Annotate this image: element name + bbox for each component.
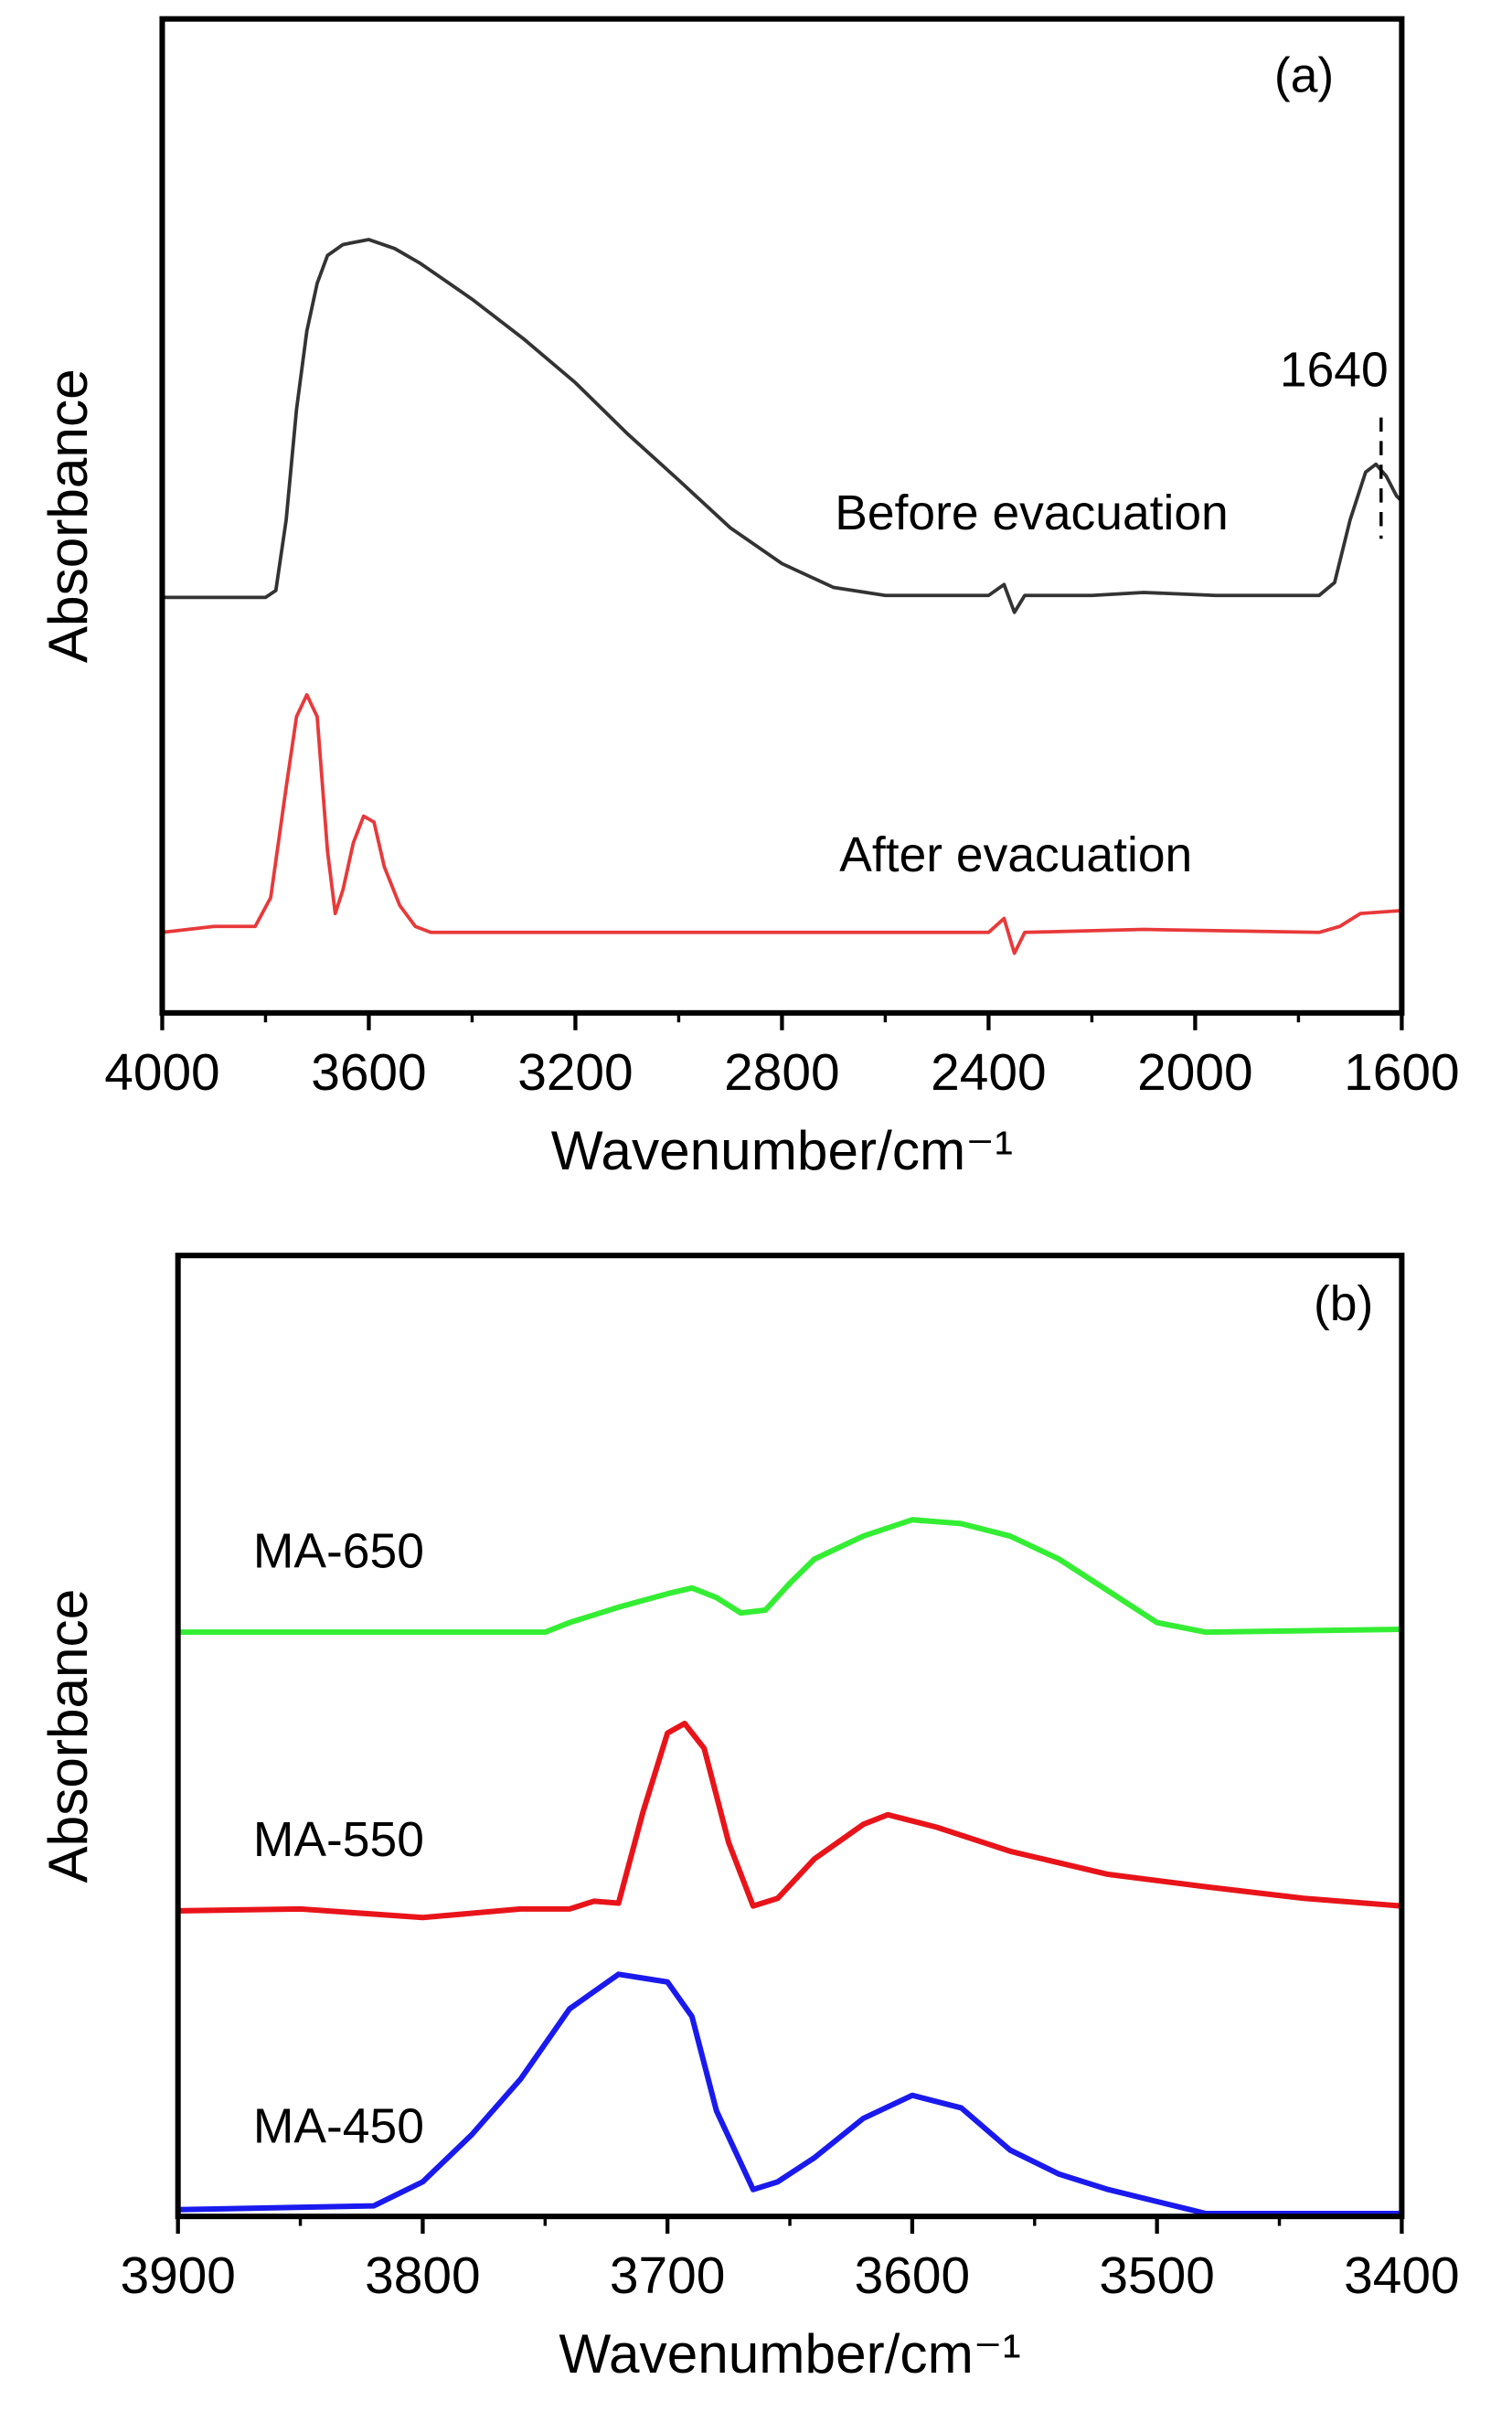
- y-axis-label: Absorbance: [37, 1589, 99, 1883]
- x-axis-label: Wavenumber/cm⁻¹: [551, 1119, 1013, 1181]
- x-tick-label: 1600: [1344, 1044, 1459, 1102]
- series-line: [177, 1971, 1402, 2217]
- plot-frame: [175, 1253, 1405, 2220]
- series-line: [177, 1720, 1402, 1921]
- series-line: [162, 693, 1402, 955]
- x-tick-label: 3600: [855, 2247, 970, 2305]
- x-tick-label: 3400: [1344, 2247, 1459, 2305]
- x-axis-label: Wavenumber/cm⁻¹: [559, 2322, 1020, 2385]
- x-tick-label: 2400: [931, 1044, 1046, 1102]
- x-tick-label: 2800: [724, 1044, 839, 1102]
- series-line: [162, 238, 1403, 614]
- x-tick-label: 4000: [104, 1044, 219, 1102]
- panel-label: (b): [1314, 1277, 1373, 1331]
- annotation: Before evacuation: [835, 486, 1229, 540]
- series-line: [177, 1517, 1402, 1636]
- panel-label: (a): [1274, 48, 1334, 102]
- x-tick-label: 2000: [1137, 1044, 1252, 1102]
- x-tick-label: 3900: [120, 2247, 235, 2305]
- x-tick-label: 3500: [1099, 2247, 1214, 2305]
- series-label: MA-550: [253, 1813, 424, 1867]
- series-label: MA-650: [253, 1525, 424, 1579]
- series-label: MA-450: [253, 2100, 424, 2154]
- annotation: 1640: [1280, 343, 1389, 397]
- y-axis-label: Absorbance: [37, 368, 99, 663]
- x-tick-label: 3800: [365, 2247, 480, 2305]
- x-tick-label: 3600: [311, 1044, 426, 1102]
- annotation: After evacuation: [839, 828, 1192, 882]
- x-tick-label: 3200: [517, 1044, 633, 1102]
- x-tick-label: 3700: [610, 2247, 725, 2305]
